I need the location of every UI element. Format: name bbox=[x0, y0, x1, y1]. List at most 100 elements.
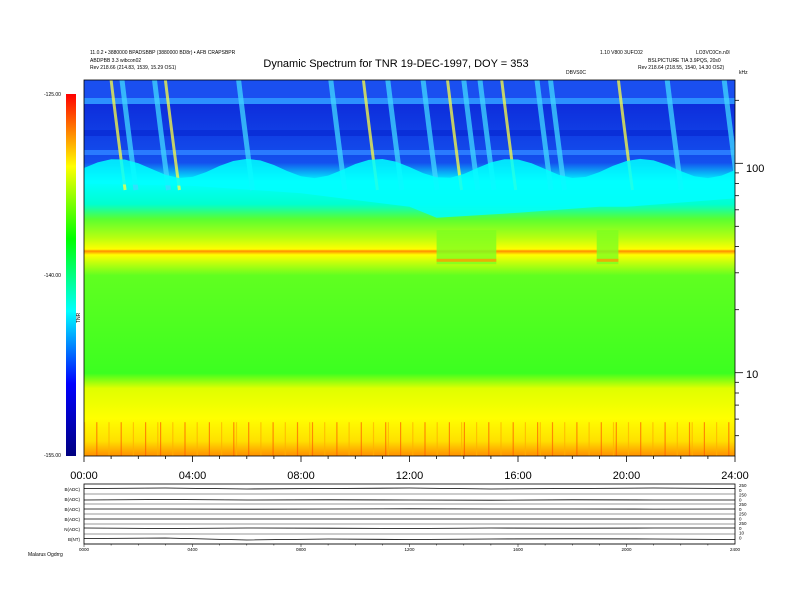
spike bbox=[676, 422, 678, 456]
colorbar bbox=[66, 94, 76, 456]
spike bbox=[539, 422, 541, 456]
hk-right-tick-label: 0 bbox=[739, 526, 742, 531]
x-tick-label-1600: 16:00 bbox=[504, 470, 532, 482]
hk-right-tick-label: 250 bbox=[739, 512, 747, 517]
spike bbox=[424, 422, 426, 456]
hk-trace bbox=[83, 499, 735, 501]
hk-right-tick-label: 250 bbox=[739, 493, 747, 498]
spike bbox=[184, 422, 186, 456]
top-noise-strip bbox=[84, 80, 735, 98]
x-tick-label-0400: 04:00 bbox=[179, 470, 207, 482]
spike bbox=[311, 422, 314, 456]
spike bbox=[372, 422, 375, 456]
spike bbox=[132, 422, 134, 456]
hk-series-label: B(ADC) bbox=[65, 497, 81, 502]
hk-x-tick-label: 0000 bbox=[79, 547, 90, 552]
hk-x-tick-label: 0800 bbox=[296, 547, 307, 552]
hk-trace bbox=[83, 527, 735, 529]
housekeeping-traces bbox=[83, 487, 736, 545]
spectrum-base bbox=[84, 80, 735, 456]
radio-burst-streak bbox=[163, 80, 181, 191]
horizontal-interference-line bbox=[84, 98, 735, 104]
spike bbox=[476, 422, 478, 456]
spike bbox=[108, 422, 110, 456]
hk-right-tick-label: 250 bbox=[739, 502, 747, 507]
noise-boundary bbox=[84, 80, 735, 218]
spike bbox=[412, 422, 414, 456]
spike bbox=[640, 422, 642, 456]
spike bbox=[488, 422, 490, 456]
spike bbox=[296, 422, 299, 456]
housekeeping-left-labels: B(ADC) B(ADC) B(ADC) B(ADC) N(ADC) B(NT) bbox=[64, 487, 80, 542]
spike bbox=[436, 422, 438, 456]
spike bbox=[564, 422, 566, 456]
spike bbox=[703, 422, 705, 456]
hk-series-label: B(NT) bbox=[68, 537, 80, 542]
spike bbox=[360, 422, 362, 456]
spike bbox=[500, 422, 502, 456]
header-info-right-3: BSLPICTURE TIA 3.9PQS, 20s0 bbox=[648, 58, 721, 64]
density-dip bbox=[436, 230, 497, 265]
spike bbox=[348, 422, 350, 456]
header-info-left-2: ABDPBB 3.3 wibcon02 bbox=[90, 58, 142, 64]
x-tick-label-0000: 00:00 bbox=[70, 470, 98, 482]
hk-x-tick-label: 1600 bbox=[513, 547, 524, 552]
density-dips bbox=[436, 230, 619, 265]
spike bbox=[157, 422, 159, 456]
hk-x-tick-label: 2000 bbox=[621, 547, 632, 552]
y-tick-label-100: 100 bbox=[746, 163, 764, 175]
hk-right-tick-label: 0 bbox=[739, 507, 742, 512]
x-tick-label-2400: 24:00 bbox=[721, 470, 749, 482]
x-tick-label-2000: 20:00 bbox=[613, 470, 641, 482]
density-dip-edge bbox=[596, 258, 619, 262]
spike bbox=[160, 422, 162, 456]
x-tick-label-1200: 12:00 bbox=[396, 470, 424, 482]
colorbar-gradient bbox=[66, 94, 76, 456]
spike bbox=[84, 422, 86, 456]
spike bbox=[248, 422, 250, 456]
spike bbox=[385, 422, 387, 456]
spike bbox=[260, 422, 262, 456]
hk-series-label: B(ADC) bbox=[65, 517, 81, 522]
hk-right-tick-label: 10 bbox=[739, 531, 745, 536]
spike bbox=[551, 422, 554, 456]
spike bbox=[400, 422, 402, 456]
spike bbox=[652, 422, 654, 456]
spike bbox=[600, 422, 602, 456]
low-frequency-spikes bbox=[84, 422, 730, 456]
spike bbox=[235, 422, 238, 456]
spike bbox=[324, 422, 326, 456]
y-tick-label-10: 10 bbox=[746, 369, 758, 381]
spike bbox=[208, 422, 210, 456]
spike bbox=[336, 422, 338, 456]
spike bbox=[284, 422, 286, 456]
x-tick-label-0800: 08:00 bbox=[287, 470, 315, 482]
chart-title: Dynamic Spectrum for TNR 19-DEC-1997, DO… bbox=[263, 58, 529, 70]
spike bbox=[221, 422, 223, 456]
x-axis-ticks bbox=[83, 456, 736, 462]
horizontal-interference-line-3 bbox=[84, 150, 735, 155]
spike bbox=[524, 422, 526, 456]
colorbar-tick-mid: -140.00 bbox=[44, 273, 61, 279]
spike bbox=[576, 422, 578, 456]
hk-trace bbox=[83, 537, 736, 541]
spike bbox=[537, 422, 539, 456]
spike bbox=[387, 422, 389, 456]
spike bbox=[172, 422, 174, 456]
hk-series-label: N(ADC) bbox=[64, 527, 80, 532]
hk-right-tick-label: 250 bbox=[739, 483, 747, 488]
radio-burst-streak bbox=[721, 80, 735, 185]
spike bbox=[272, 422, 274, 456]
spike bbox=[691, 422, 693, 456]
spike bbox=[461, 422, 463, 456]
spike bbox=[716, 422, 718, 456]
header-info-left-3: Rev 218.66 (214.83, 1539, 15.29 OS1) bbox=[90, 65, 177, 71]
corner-unit-label: kHz bbox=[739, 70, 748, 76]
spike bbox=[588, 422, 590, 456]
hk-right-tick-label: 0 bbox=[739, 535, 742, 540]
spike bbox=[688, 422, 691, 456]
density-dip bbox=[596, 230, 619, 265]
spike bbox=[615, 422, 617, 456]
